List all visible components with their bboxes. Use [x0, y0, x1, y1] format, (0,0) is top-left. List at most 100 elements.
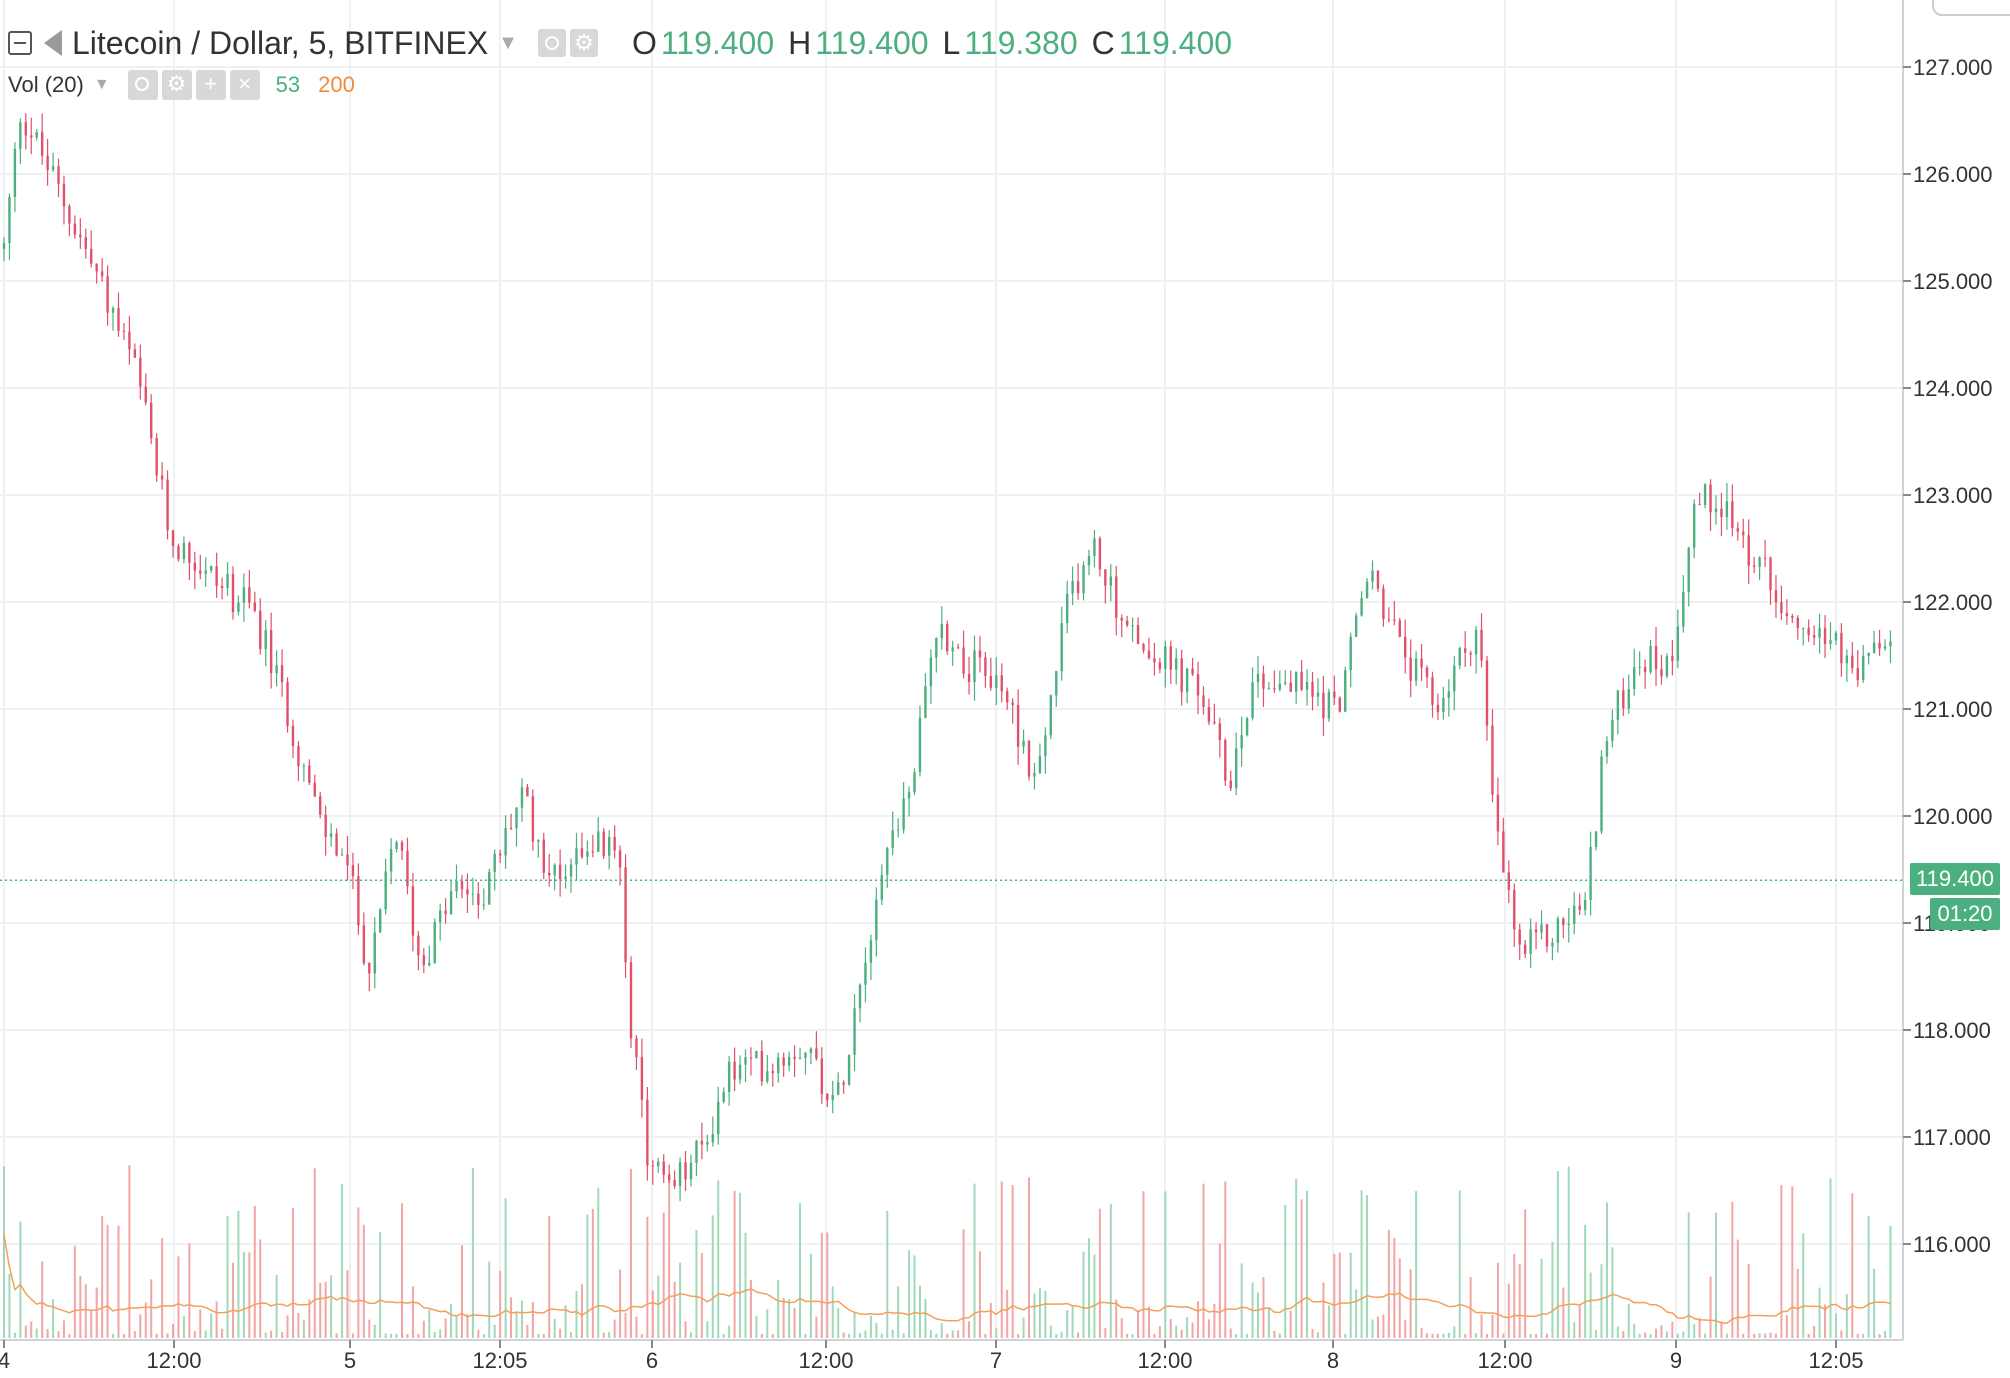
candle-body — [553, 864, 556, 876]
volume-bar — [122, 1333, 125, 1338]
candle-body — [351, 865, 355, 877]
candle-body — [858, 984, 862, 1009]
panel-corner-decoration — [1932, 0, 2010, 16]
volume-bar — [1033, 1293, 1036, 1338]
volume-bar — [619, 1269, 622, 1338]
candle-body — [395, 842, 398, 849]
candle — [79, 218, 82, 250]
volume-bar — [1774, 1333, 1777, 1338]
gear-icon[interactable]: ⚙ — [569, 29, 598, 57]
volume-bar — [1060, 1331, 1063, 1338]
chevron-down-icon[interactable]: ▼ — [93, 76, 110, 93]
chevron-down-icon[interactable]: ▼ — [498, 31, 518, 54]
candle — [1758, 556, 1761, 581]
candle — [2, 237, 6, 262]
volume-bar — [1627, 1303, 1630, 1338]
volume-bar — [1589, 1272, 1592, 1338]
volume-bar — [1829, 1178, 1832, 1338]
candle — [962, 630, 965, 679]
candle — [569, 858, 573, 893]
candle — [1851, 642, 1854, 674]
candle-body — [313, 782, 316, 797]
gear-icon[interactable]: ⚙ — [161, 70, 192, 100]
candle-body — [831, 1094, 834, 1101]
candle — [1338, 696, 1341, 713]
candle — [171, 530, 175, 558]
volume-bar — [1229, 1328, 1232, 1338]
candle — [13, 142, 17, 213]
flag-icon[interactable] — [44, 30, 62, 56]
candle-body — [340, 854, 344, 856]
candle-body — [319, 796, 322, 815]
candle-body — [662, 1161, 665, 1175]
candle — [493, 849, 496, 891]
time-axis[interactable]: 4 12:00 5 12:05 6 12:00 7 12:00 8 12:00 9 12:05 — [0, 1340, 1864, 1373]
volume-bar — [1262, 1276, 1265, 1338]
volume-bar — [8, 1273, 11, 1338]
volume-bar — [1006, 1289, 1009, 1338]
eye-icon[interactable] — [537, 29, 566, 57]
plus-icon[interactable]: + — [195, 70, 226, 100]
candle-body — [302, 765, 306, 767]
candle-body — [1082, 565, 1085, 594]
candle — [193, 551, 197, 590]
candle — [1022, 729, 1025, 754]
candle — [1256, 656, 1260, 698]
volume-bar — [1197, 1301, 1200, 1338]
candle — [896, 818, 900, 838]
volume-bar — [586, 1214, 589, 1338]
candle-body — [209, 566, 213, 571]
volume-bar — [1246, 1333, 1249, 1338]
candle-body — [640, 1057, 644, 1100]
candle-body — [242, 587, 246, 603]
volume-bar — [902, 1333, 905, 1338]
volume-bar — [460, 1245, 463, 1338]
volume-bar — [1491, 1314, 1494, 1338]
candle-body — [329, 833, 333, 837]
candle-body — [57, 166, 60, 184]
collapse-icon[interactable] — [8, 31, 32, 55]
volume-bar — [1077, 1332, 1080, 1338]
candle — [297, 741, 300, 782]
candle-body — [515, 807, 518, 829]
candle — [722, 1087, 725, 1104]
volume-bar — [875, 1322, 878, 1338]
candle — [1224, 738, 1227, 787]
candle-body — [836, 1082, 840, 1095]
volume-bar — [1371, 1319, 1374, 1338]
candle — [1878, 629, 1881, 656]
candle — [1371, 560, 1374, 590]
candle — [586, 840, 589, 865]
candle — [946, 620, 949, 655]
volume-indicator-label[interactable]: Vol (20) — [8, 72, 84, 97]
symbol-title[interactable]: Litecoin / Dollar, 5, BITFINEX — [72, 24, 489, 61]
volume-bar — [1218, 1243, 1221, 1338]
candle-body — [924, 686, 927, 718]
candle-body — [1720, 508, 1723, 518]
price-axis[interactable]: 127.000 126.000 125.000 124.000 123.000 122.0… — [1903, 55, 1993, 1257]
volume-bar — [1153, 1333, 1156, 1338]
eye-icon[interactable] — [127, 70, 158, 100]
volume-bar — [548, 1215, 551, 1338]
candle — [226, 562, 229, 596]
candle-body — [128, 331, 131, 350]
volume-bar — [706, 1321, 709, 1338]
candle-body — [1065, 593, 1069, 624]
candle — [700, 1122, 704, 1160]
candle — [1098, 536, 1102, 577]
volume-bar — [1333, 1253, 1336, 1338]
candle-body — [1692, 504, 1696, 548]
candle-body — [1469, 652, 1472, 655]
volume-bar — [84, 1284, 87, 1338]
candle-body — [73, 223, 77, 235]
candle — [956, 643, 960, 649]
close-icon[interactable]: × — [229, 70, 260, 100]
candle — [308, 759, 311, 786]
y-tick-label: 125.000 — [1913, 269, 1993, 294]
candle-body — [558, 864, 562, 880]
volume-bar — [646, 1216, 649, 1338]
candle-body — [869, 940, 873, 963]
candle-body — [1093, 538, 1096, 557]
volume-bar — [908, 1250, 911, 1338]
